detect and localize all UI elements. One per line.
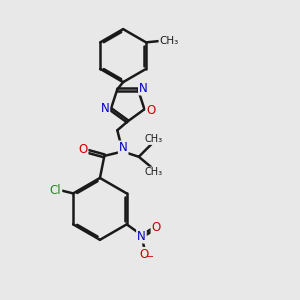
- Text: CH₃: CH₃: [145, 134, 163, 144]
- Text: CH₃: CH₃: [159, 36, 179, 46]
- Text: O: O: [152, 221, 161, 234]
- Text: Cl: Cl: [50, 184, 61, 197]
- Text: N: N: [139, 82, 148, 94]
- Text: N: N: [137, 230, 146, 243]
- Text: O: O: [146, 104, 155, 117]
- Text: −: −: [146, 252, 154, 262]
- Text: CH₃: CH₃: [145, 167, 163, 177]
- Text: O: O: [140, 248, 149, 261]
- Text: N: N: [100, 102, 109, 115]
- Text: N: N: [119, 141, 128, 154]
- Text: O: O: [78, 142, 88, 156]
